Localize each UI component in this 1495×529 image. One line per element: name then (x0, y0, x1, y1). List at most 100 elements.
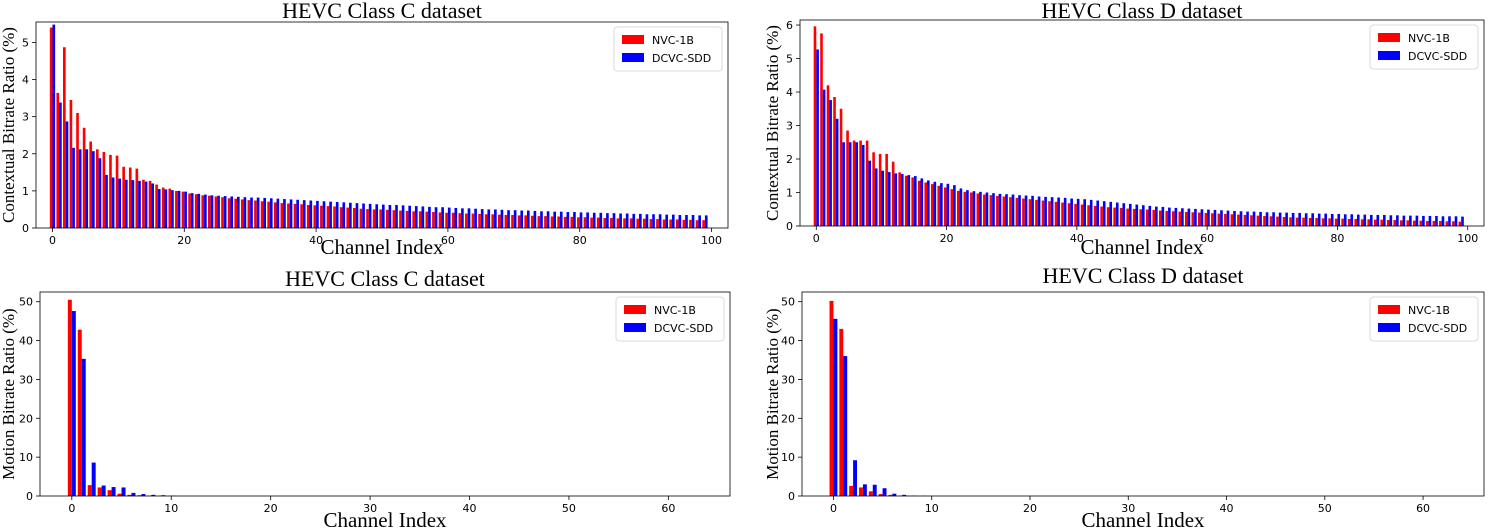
bar-dcvc-sdd-ch15 (914, 176, 917, 226)
bar-dcvc-sdd-ch80 (1337, 213, 1341, 226)
bar-dcvc-sdd-ch39 (309, 200, 313, 228)
bar-dcvc-sdd-ch37 (296, 199, 299, 228)
bar-nvc-1b-ch51 (385, 209, 389, 228)
bar-dcvc-sdd-ch2 (853, 460, 858, 496)
bar-nvc-1b-ch6 (852, 140, 856, 226)
bar-series-dcvc-sdd (816, 49, 1464, 227)
bar-nvc-1b-ch29 (1002, 196, 1006, 226)
y-tick-label: 1 (786, 187, 793, 200)
x-tick-label: 40 (463, 502, 477, 515)
x-tick-label: 0 (49, 234, 56, 247)
bar-dcvc-sdd-ch0 (833, 318, 838, 496)
bar-nvc-1b-ch7 (95, 149, 99, 228)
bar-dcvc-sdd-ch60 (447, 207, 451, 228)
bar-nvc-1b-ch23 (963, 191, 967, 226)
bar-dcvc-sdd-ch18 (171, 190, 174, 228)
bar-nvc-1b-ch40 (1074, 203, 1077, 226)
bar-nvc-1b-ch93 (662, 219, 666, 228)
bar-nvc-1b-ch6 (127, 494, 132, 496)
bar-nvc-1b-ch25 (214, 196, 218, 228)
bar-nvc-1b-ch76 (1308, 217, 1312, 226)
bar-dcvc-sdd-ch68 (1259, 211, 1262, 226)
bar-nvc-1b-ch73 (1289, 217, 1292, 226)
x-axis-label: Channel Index (320, 235, 444, 259)
bar-dcvc-sdd-ch77 (1317, 213, 1321, 226)
bar-nvc-1b-ch60 (445, 212, 448, 228)
bar-dcvc-sdd-ch45 (1109, 201, 1113, 226)
y-tick-label: 40 (781, 335, 795, 348)
bar-nvc-1b-ch96 (682, 219, 686, 228)
bar-nvc-1b-ch65 (478, 213, 481, 228)
bar-dcvc-sdd-ch80 (579, 212, 583, 228)
bar-dcvc-sdd-ch69 (507, 210, 510, 228)
y-tick-label: 3 (22, 111, 29, 124)
bar-nvc-1b-ch45 (346, 207, 350, 228)
bar-dcvc-sdd-ch74 (1298, 212, 1301, 226)
bar-dcvc-sdd-ch12 (131, 180, 135, 228)
bar-dcvc-sdd-ch31 (256, 197, 260, 228)
bar-nvc-1b-ch53 (399, 210, 402, 228)
bar-nvc-1b-ch4 (107, 490, 112, 496)
bar-nvc-1b-ch5 (878, 494, 883, 496)
bar-nvc-1b-ch68 (497, 214, 501, 228)
bar-nvc-1b-ch82 (590, 217, 593, 228)
bar-dcvc-sdd-ch65 (480, 209, 484, 228)
bar-dcvc-sdd-ch3 (835, 118, 839, 226)
bar-nvc-1b-ch85 (610, 217, 613, 228)
bar-dcvc-sdd-ch40 (316, 200, 319, 228)
bar-nvc-1b-ch17 (924, 182, 928, 226)
bar-dcvc-sdd-ch61 (454, 207, 458, 228)
legend-swatch-dcvc-sdd (624, 323, 646, 332)
bar-nvc-1b-ch24 (970, 192, 973, 226)
bar-dcvc-sdd-ch57 (428, 206, 431, 228)
bar-dcvc-sdd-ch14 (144, 181, 148, 228)
bar-nvc-1b-ch95 (675, 219, 679, 228)
bar-dcvc-sdd-ch93 (665, 214, 669, 228)
bar-nvc-1b-ch70 (511, 215, 514, 228)
bar-nvc-1b-ch52 (392, 210, 396, 228)
bar-dcvc-sdd-ch22 (959, 188, 963, 226)
bar-nvc-1b-ch10 (115, 155, 119, 228)
bar-nvc-1b-ch15 (911, 177, 914, 226)
bar-dcvc-sdd-ch66 (1246, 211, 1249, 226)
bar-dcvc-sdd-ch41 (1083, 199, 1086, 226)
bar-dcvc-sdd-ch66 (487, 209, 491, 228)
bar-dcvc-sdd-ch10 (881, 170, 885, 226)
bar-dcvc-sdd-ch19 (940, 183, 943, 226)
x-tick-label: 60 (1416, 502, 1430, 515)
bar-nvc-1b-ch5 (117, 493, 122, 496)
bar-dcvc-sdd-ch36 (289, 199, 293, 228)
bar-nvc-1b-ch72 (524, 215, 527, 228)
bar-nvc-1b-ch15 (148, 180, 152, 228)
bar-dcvc-sdd-ch73 (533, 210, 537, 228)
y-tick-label: 20 (19, 412, 33, 425)
bar-dcvc-sdd-ch3 (862, 484, 867, 496)
bar-dcvc-sdd-ch17 (164, 189, 168, 228)
bar-nvc-1b-ch24 (208, 195, 211, 228)
bar-dcvc-sdd-ch13 (900, 174, 904, 226)
bar-dcvc-sdd-ch71 (520, 210, 524, 228)
y-tick-label: 5 (786, 53, 793, 66)
bar-dcvc-sdd-ch79 (573, 212, 576, 228)
bar-dcvc-sdd-ch14 (907, 175, 911, 226)
bar-nvc-1b-ch47 (359, 208, 363, 228)
bar-dcvc-sdd-ch16 (157, 189, 161, 228)
bar-nvc-1b-ch43 (333, 206, 336, 228)
bar-nvc-1b-ch78 (563, 216, 567, 228)
bar-nvc-1b-ch59 (438, 212, 442, 228)
bar-dcvc-sdd-ch55 (1174, 207, 1178, 226)
bar-nvc-1b-ch1 (77, 329, 82, 496)
bar-dcvc-sdd-ch1 (843, 356, 848, 496)
bar-dcvc-sdd-ch29 (1005, 194, 1008, 226)
bar-dcvc-sdd-ch30 (1011, 194, 1015, 226)
legend-swatch-dcvc-sdd (622, 53, 644, 62)
bar-nvc-1b-ch16 (917, 180, 921, 226)
x-tick-label: 50 (562, 502, 576, 515)
bar-nvc-1b-ch3 (69, 99, 73, 228)
bar-dcvc-sdd-ch9 (111, 177, 115, 228)
bar-dcvc-sdd-ch58 (434, 207, 438, 228)
bar-dcvc-sdd-ch6 (892, 493, 897, 496)
bar-dcvc-sdd-ch4 (111, 487, 116, 496)
x-tick-label: 60 (441, 234, 455, 247)
